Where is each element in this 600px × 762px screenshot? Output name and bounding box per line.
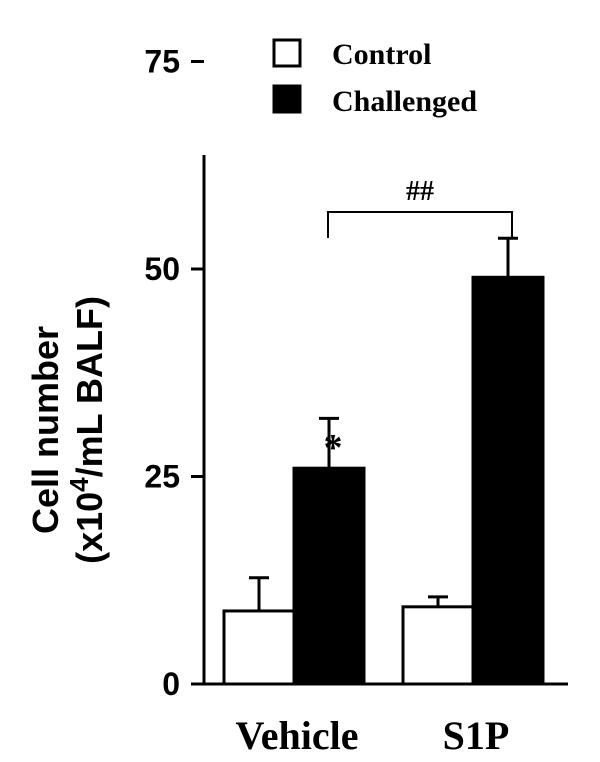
y-tick-label: 25 (144, 459, 180, 495)
bar-challenged-s1p (471, 275, 545, 686)
x-tick-label-s1p: S1P (443, 713, 510, 758)
annotation-bracket-label: ## (406, 176, 434, 207)
y-axis-label-prefix: (x10 (69, 492, 110, 564)
y-tick-label: 0 (162, 666, 180, 702)
legend-swatch-control (272, 38, 302, 68)
y-ticks: 0 25 50 75 (144, 44, 204, 702)
bars (222, 236, 545, 686)
y-tick-label: 50 (144, 251, 180, 287)
x-tick-label-vehicle: Vehicle (236, 713, 359, 758)
legend: Control Challenged (272, 38, 477, 118)
bar-challenged-vehicle (292, 466, 366, 686)
legend-swatch-challenged (272, 84, 302, 114)
bar-control-s1p (401, 605, 475, 686)
y-axis-label: Cell number (x104/mL BALF) (25, 296, 110, 564)
y-axis-label-line1: Cell number (25, 326, 66, 534)
y-tick-label: 75 (144, 44, 180, 80)
annotation-bracket (327, 211, 513, 238)
annotation-vehicle-challenged: * (324, 427, 343, 469)
annotation-s1p-challenged: *** (484, 279, 541, 321)
y-axis-label-suffix: /mL BALF) (69, 296, 110, 477)
y-axis-label-superscript: 4 (64, 477, 94, 492)
legend-label-control: Control (332, 38, 431, 71)
bar-control-vehicle (222, 609, 296, 686)
legend-label-challenged: Challenged (332, 85, 477, 118)
y-axis-label-line2: (x104/mL BALF) (64, 296, 110, 564)
